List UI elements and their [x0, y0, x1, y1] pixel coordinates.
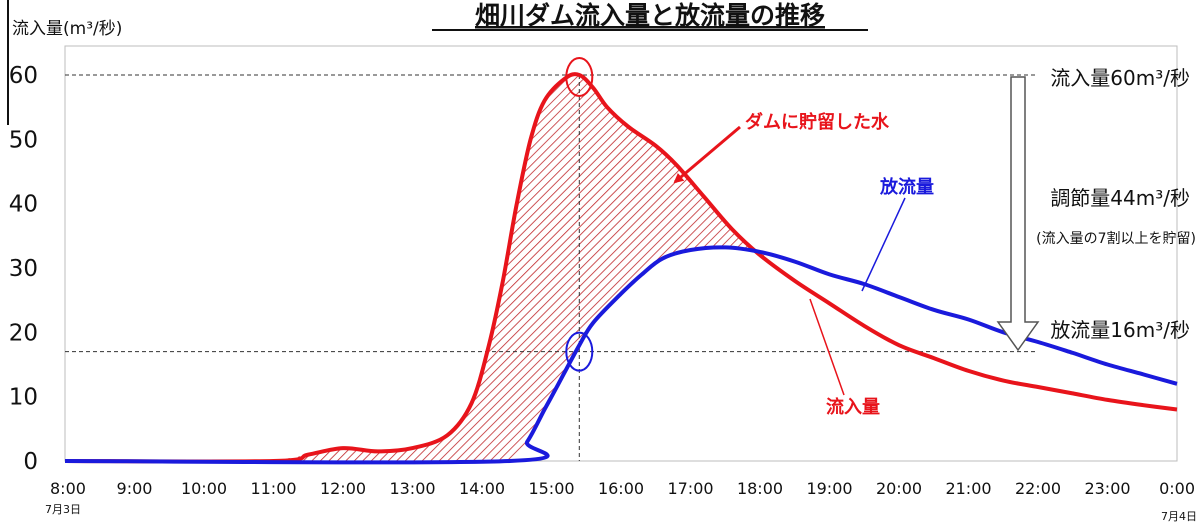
chart-title: 畑川ダム流入量と放流量の推移 — [475, 1, 825, 30]
y-axis: 0 10 20 30 40 50 60 — [9, 63, 38, 475]
inflow-peak-marker — [565, 57, 594, 97]
y-tick-label: 60 — [9, 63, 38, 89]
y-tick-label: 20 — [9, 320, 38, 346]
stored-water-arrow — [673, 125, 741, 184]
y-tick-label: 30 — [9, 256, 38, 282]
x-tick-label: 16:00 — [598, 479, 644, 498]
x-tick-label: 8:00 — [50, 479, 86, 498]
series-outflow-line — [64, 245, 1178, 465]
regulation-label: 調節量44m³/秒 — [1050, 186, 1190, 210]
plot-area-frame — [64, 45, 1178, 462]
outflow-label-leader — [861, 197, 906, 292]
y-tick-label: 50 — [9, 127, 38, 153]
stored-water-label: ダムに貯留した水 — [745, 111, 890, 133]
x-tick-label: 20:00 — [876, 479, 922, 498]
x-tick-label: 12:00 — [320, 479, 366, 498]
x-tick-label: 14:00 — [459, 479, 505, 498]
inflow-peak-label: 流入量60m³/秒 — [1050, 66, 1190, 90]
x-tick-label: 13:00 — [389, 479, 435, 498]
x-tick-label: 17:00 — [667, 479, 713, 498]
stored-water-area — [273, 75, 767, 462]
outflow-peak-label: 放流量16m³/秒 — [1050, 318, 1190, 342]
y-tick-label: 40 — [9, 192, 38, 218]
x-tick-sublabel: 7月3日 — [45, 503, 81, 516]
inflow-series-label: 流入量 — [826, 396, 880, 418]
x-tick-label: 18:00 — [737, 479, 783, 498]
series-inflow-line — [64, 72, 1178, 464]
y-tick-label: 10 — [9, 385, 38, 411]
y-tick-label: 0 — [23, 449, 38, 475]
x-tick-label: 11:00 — [250, 479, 296, 498]
x-tick-label: 15:00 — [528, 479, 574, 498]
x-tick-label: 23:00 — [1084, 479, 1130, 498]
regulation-arrow — [996, 76, 1040, 352]
x-tick-label: 10:00 — [181, 479, 227, 498]
outflow-series-label: 放流量 — [879, 176, 934, 198]
x-tick-sublabel: 7月4日 — [1161, 510, 1197, 523]
x-tick-label: 21:00 — [945, 479, 991, 498]
x-axis: 8:00 7月3日 9:00 10:00 11:00 12:00 13:00 14:00 15:… — [45, 479, 1197, 523]
x-tick-label: 9:00 — [117, 479, 153, 498]
regulation-note: (流入量の7割以上を貯留) — [1036, 230, 1196, 247]
x-tick-label: 19:00 — [806, 479, 852, 498]
x-tick-label: 0:00 — [1159, 479, 1195, 498]
inflow-label-leader — [809, 298, 845, 396]
outflow-marker — [565, 331, 594, 372]
y-axis-label: 流入量(m³/秒) — [12, 19, 122, 39]
x-tick-label: 22:00 — [1015, 479, 1061, 498]
